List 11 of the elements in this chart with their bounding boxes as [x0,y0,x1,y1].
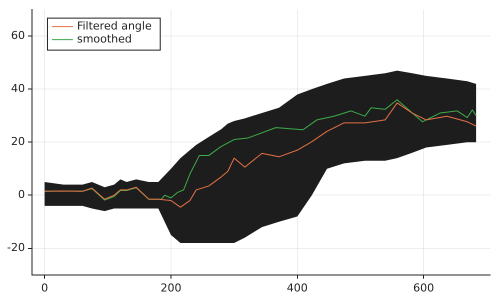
y-tick-label: 40 [10,82,25,96]
y-tick-label: -20 [7,241,25,254]
y-tick-label: 0 [18,188,25,202]
legend-label: Filtered angle [76,19,152,32]
x-tick-label: 200 [160,281,182,294]
x-tick-label: 0 [41,281,48,294]
legend-label: smoothed [76,32,132,46]
x-tick-label: 400 [286,281,308,294]
y-tick-label: 60 [10,28,25,42]
x-tick-label: 600 [413,281,434,294]
y-tick-label: 20 [10,135,25,148]
